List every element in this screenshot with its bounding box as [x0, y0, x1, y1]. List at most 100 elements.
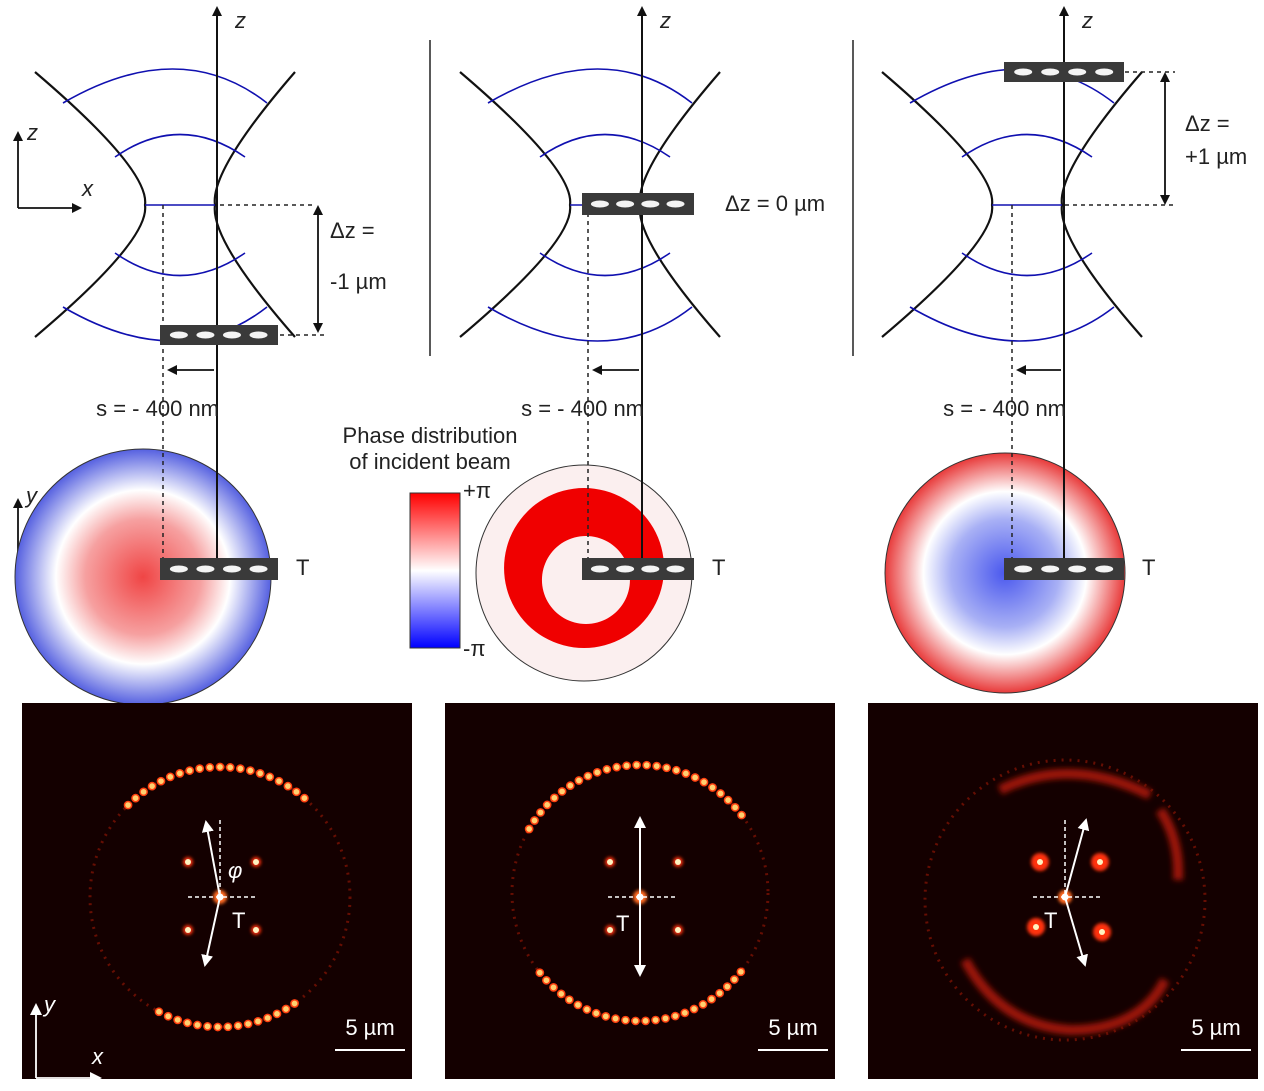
axis-label: y: [42, 992, 57, 1017]
ring-spot: [264, 1014, 271, 1021]
ring-spot: [140, 788, 147, 795]
ring-spot: [227, 764, 234, 771]
ring-spot: [716, 990, 723, 997]
ring-spot: [566, 996, 573, 1003]
ring-spot: [176, 770, 183, 777]
ring-spot: [284, 783, 291, 790]
ring-spot: [682, 770, 689, 777]
delta-z-label: Δz =: [1185, 111, 1230, 136]
ring-spot: [567, 782, 574, 789]
target-spot: [223, 332, 241, 339]
target-spot: [196, 566, 214, 573]
ring-spot: [731, 976, 738, 983]
ring-spot: [536, 969, 543, 976]
target-spot: [1014, 566, 1032, 573]
target-spot: [196, 332, 214, 339]
image-label: T: [232, 908, 245, 933]
spot: [675, 859, 681, 865]
ring-spot: [196, 765, 203, 772]
ring-spot: [254, 1018, 261, 1025]
ring-spot: [622, 1017, 629, 1024]
colorbar-max: +π: [463, 478, 491, 503]
target-label: T: [296, 555, 309, 580]
z-axis-label: z: [1081, 8, 1093, 33]
shift-label: s = - 400 nm: [943, 396, 1066, 421]
ring-spot: [282, 1005, 289, 1012]
target-spot: [616, 566, 634, 573]
spot: [1099, 929, 1105, 935]
ring-spot: [257, 770, 264, 777]
shift-label: s = - 400 nm: [521, 396, 644, 421]
spot: [1037, 859, 1043, 865]
ring-spot: [148, 783, 155, 790]
ring-spot: [124, 801, 131, 808]
ring-spot: [550, 984, 557, 991]
ring-spot: [234, 1022, 241, 1029]
axis-label: x: [81, 176, 94, 201]
ring-spot: [663, 764, 670, 771]
target-spot: [223, 566, 241, 573]
ring-spot: [633, 761, 640, 768]
ring-spot: [613, 764, 620, 771]
ring-spot: [662, 1015, 669, 1022]
ring-spot: [700, 779, 707, 786]
target-spot: [1095, 566, 1113, 573]
target-spot: [1041, 69, 1059, 76]
ring-spot: [237, 765, 244, 772]
spot: [675, 927, 681, 933]
ring-spot: [673, 767, 680, 774]
ring-spot: [551, 794, 558, 801]
angle-label: φ: [228, 858, 242, 883]
ring-spot: [725, 797, 732, 804]
spot: [607, 927, 613, 933]
ring-spot: [537, 809, 544, 816]
ring-spot: [737, 968, 744, 975]
scale-label: 5 µm: [768, 1015, 817, 1040]
target-spot: [641, 201, 659, 208]
ring-spot: [214, 1023, 221, 1030]
axis-label: y: [24, 483, 39, 508]
ring-spot: [709, 784, 716, 791]
ring-spot: [204, 1023, 211, 1030]
ring-spot: [273, 1010, 280, 1017]
ring-spot: [574, 1001, 581, 1008]
target-spot: [1068, 69, 1086, 76]
delta-z-label: -1 µm: [330, 269, 387, 294]
ring-spot: [155, 1008, 162, 1015]
ring-spot: [293, 788, 300, 795]
ring-spot: [593, 1010, 600, 1017]
ring-spot: [623, 762, 630, 769]
ring-spot: [275, 778, 282, 785]
spot: [1097, 859, 1103, 865]
ring-spot: [184, 1019, 191, 1026]
ring-spot: [653, 762, 660, 769]
target-spot: [250, 332, 268, 339]
spot: [253, 927, 259, 933]
z-axis-label: z: [659, 8, 671, 33]
ring-spot: [224, 1023, 231, 1030]
target-spot: [667, 566, 685, 573]
target-spot: [170, 566, 188, 573]
ring-spot: [738, 811, 745, 818]
ring-spot: [216, 763, 223, 770]
ring-spot: [584, 772, 591, 779]
spot: [185, 927, 191, 933]
ring-spot: [612, 1015, 619, 1022]
ring-spot: [724, 983, 731, 990]
target-spot: [667, 201, 685, 208]
ring-spot: [157, 778, 164, 785]
ring-spot: [186, 767, 193, 774]
colorbar-title: Phase distribution: [343, 423, 518, 448]
target-spot: [641, 566, 659, 573]
spot: [185, 859, 191, 865]
delta-z-label: Δz =: [330, 218, 375, 243]
delta-z-label: +1 µm: [1185, 144, 1247, 169]
spot: [1033, 924, 1039, 930]
scale-label: 5 µm: [1191, 1015, 1240, 1040]
axis-label: x: [91, 1044, 104, 1069]
ring-spot: [642, 1017, 649, 1024]
ring-spot: [575, 777, 582, 784]
ring-spot: [717, 790, 724, 797]
ring-spot: [301, 795, 308, 802]
ring-spot: [245, 1020, 252, 1027]
